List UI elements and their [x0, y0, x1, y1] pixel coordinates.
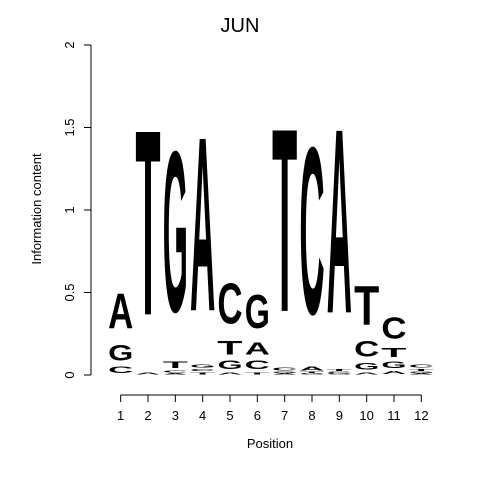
logo-letter-a: A [190, 85, 215, 364]
logo-letter-a: A [299, 365, 324, 372]
x-tick-label: 10 [359, 408, 373, 423]
x-tick-label: 1 [117, 408, 124, 423]
logo-letter-t: T [272, 73, 297, 366]
logo-letter-a: A [135, 372, 160, 375]
x-tick-label: 4 [199, 408, 206, 423]
logo-letter-c: C [299, 99, 324, 365]
x-tick-label: 8 [308, 408, 315, 423]
logo-letter-a: A [381, 370, 406, 375]
logo-letter-c: C [217, 273, 242, 337]
x-tick-label: 12 [414, 408, 428, 423]
logo-letter-a: A [272, 373, 297, 375]
logo-letter-t: T [409, 368, 434, 371]
logo-letter-t: T [327, 368, 352, 371]
logo-letter-g: G [354, 362, 379, 372]
x-tick-label: 6 [254, 408, 261, 423]
y-tick-label: 0.5 [62, 283, 77, 301]
logo-letter-t: T [245, 372, 270, 375]
logo-letter-t: T [163, 360, 188, 370]
y-tick-label: 1 [62, 206, 77, 213]
logo-letter-g: G [217, 359, 242, 372]
logo-letter-t: T [354, 276, 379, 338]
logo-letter-c: C [272, 367, 297, 372]
logo-letter-a: A [245, 339, 270, 359]
x-tick-label: 7 [281, 408, 288, 423]
y-axis: 0 0.5 1 1.5 2 [62, 41, 92, 379]
y-tick-label: 1.5 [62, 118, 77, 136]
x-tick-label: 11 [387, 408, 401, 423]
logo-letter-c: C [163, 370, 188, 373]
logo-letter-g: G [190, 363, 215, 368]
logo-letter-a: A [327, 74, 352, 368]
logo-letter-a: A [108, 285, 133, 341]
logo-letter-t: T [217, 337, 243, 358]
logo-letter-c: C [245, 358, 270, 372]
x-tick-label: 3 [172, 408, 179, 423]
logo-letter-a: A [409, 373, 434, 375]
chart-title: JUN [221, 15, 260, 37]
logo-letter-g: G [108, 340, 133, 365]
logo-letter-g: G [299, 373, 324, 375]
logo-letter-c: C [327, 372, 352, 374]
logo-letter-g: G [409, 372, 434, 374]
logo-letter-g: G [327, 373, 352, 375]
logo-letter-c: C [354, 338, 379, 362]
logo-letter-c: C [381, 311, 406, 346]
y-tick-label: 0 [62, 371, 77, 378]
logo-letter-t: T [381, 345, 407, 360]
logo-letters: CGAATACTGTCGAAGTCTCAGAGCTGTACGCTAAGCTAGT… [108, 73, 434, 375]
logo-letter-g: G [272, 372, 297, 374]
x-tick-label: 5 [226, 408, 233, 423]
logo-letter-t: T [190, 372, 215, 375]
logo-letter-c: C [409, 364, 434, 369]
logo-letter-c: C [108, 365, 133, 375]
logo-letter-g: G [163, 102, 188, 360]
x-tick-label: 9 [336, 408, 343, 423]
logo-letter-g: G [245, 285, 270, 339]
logo-letter-a: A [163, 373, 188, 375]
x-tick-label: 2 [144, 408, 151, 423]
y-tick-label: 2 [62, 41, 77, 48]
x-axis: 1 2 3 4 5 6 7 8 9 10 11 12 [117, 394, 429, 423]
y-axis-title: Information content [29, 153, 44, 265]
logo-letter-t: T [299, 372, 324, 374]
logo-letter-c: C [190, 368, 215, 371]
x-axis-title: Position [247, 436, 293, 451]
logo-letter-t: T [135, 75, 160, 371]
logo-letter-a: A [354, 372, 379, 375]
logo-letter-a: A [217, 372, 242, 375]
logo-letter-g: G [381, 360, 406, 370]
